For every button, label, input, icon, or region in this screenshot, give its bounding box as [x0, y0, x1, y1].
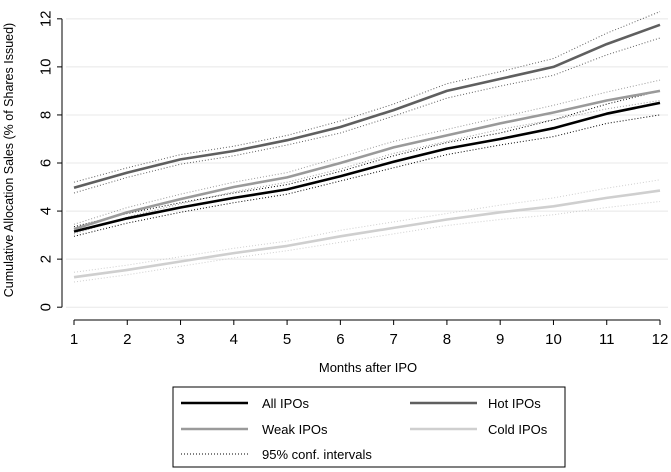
series-lines — [73, 23, 661, 279]
gridlines — [66, 18, 668, 308]
y-axis-title: Cumulative Allocation Sales (% of Shares… — [2, 23, 16, 297]
legend-label-all-ipos: All IPOs — [262, 396, 309, 411]
x-tick-label-6: 6 — [336, 331, 344, 348]
ci-lower-cold-ipos — [73, 201, 661, 283]
x-tick-label-11: 11 — [599, 331, 615, 348]
x-tick-label-12: 12 — [652, 331, 669, 348]
ci-lower-all-ipos — [73, 114, 661, 237]
legend-label-weak-ipos: Weak IPOs — [262, 422, 328, 437]
ci-upper-hot-ipos — [73, 11, 661, 183]
series-line-weak-ipos — [73, 89, 661, 231]
y-tick-label-6: 6 — [37, 159, 54, 167]
y-tick-label-2: 2 — [37, 255, 54, 263]
y-tick-label-12: 12 — [37, 10, 54, 27]
series-line-cold-ipos — [73, 189, 661, 279]
legend-label-hot-ipos: Hot IPOs — [488, 396, 541, 411]
x-tick-label-7: 7 — [389, 331, 397, 348]
x-tick-label-10: 10 — [545, 331, 562, 348]
x-tick-label-9: 9 — [496, 331, 504, 348]
series-line-all-ipos — [73, 101, 661, 233]
y-tick-label-4: 4 — [37, 207, 54, 215]
x-axis-title: Months after IPO — [319, 360, 417, 375]
series-line-hot-ipos — [73, 23, 661, 190]
ci-upper-cold-ipos — [73, 179, 661, 273]
legend: All IPOs Hot IPOs Weak IPOs Cold IPOs 95… — [172, 386, 566, 468]
y-tick-label-8: 8 — [37, 111, 54, 119]
x-tick-label-5: 5 — [283, 331, 291, 348]
confidence-intervals — [73, 11, 661, 283]
y-tick-label-10: 10 — [37, 59, 54, 76]
x-tick-label-3: 3 — [176, 331, 184, 348]
x-tick-label-8: 8 — [443, 331, 451, 348]
legend-label-confidence: 95% conf. intervals — [262, 447, 372, 462]
ci-lower-weak-ipos — [73, 100, 661, 235]
y-tick-label-0: 0 — [37, 303, 54, 311]
x-tick-label-2: 2 — [123, 331, 131, 348]
x-tick-label-1: 1 — [70, 331, 78, 348]
x-tick-label-4: 4 — [230, 331, 238, 348]
legend-label-cold-ipos: Cold IPOs — [488, 422, 548, 437]
